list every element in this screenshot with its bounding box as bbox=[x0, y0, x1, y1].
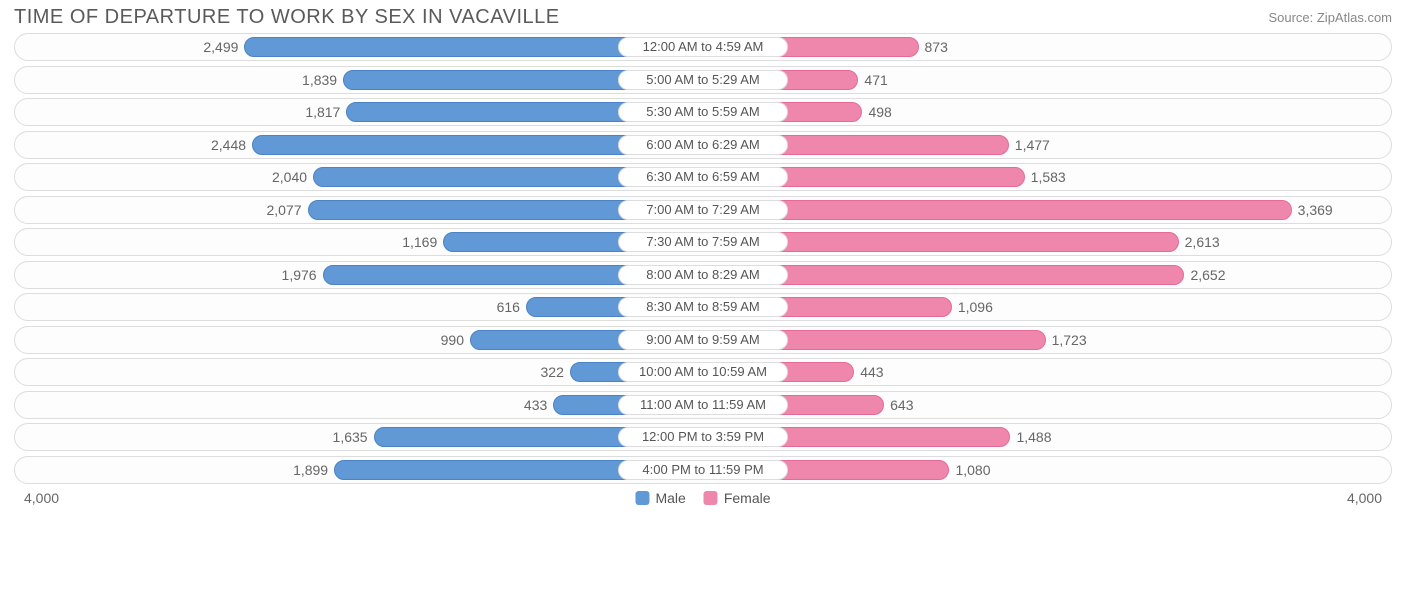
chart-row: 1,169 2,613 7:30 AM to 7:59 AM bbox=[14, 228, 1392, 256]
swatch-male bbox=[635, 491, 649, 505]
category-label: 5:30 AM to 5:59 AM bbox=[618, 102, 788, 122]
chart-row: 322 443 10:00 AM to 10:59 AM bbox=[14, 358, 1392, 386]
male-value: 990 bbox=[435, 327, 470, 355]
category-label: 5:00 AM to 5:29 AM bbox=[618, 70, 788, 90]
female-value: 1,080 bbox=[949, 457, 996, 485]
category-label: 8:00 AM to 8:29 AM bbox=[618, 265, 788, 285]
legend-male-label: Male bbox=[655, 490, 685, 506]
female-value: 873 bbox=[919, 34, 954, 62]
category-label: 12:00 AM to 4:59 AM bbox=[618, 37, 788, 57]
category-label: 6:00 AM to 6:29 AM bbox=[618, 135, 788, 155]
male-value: 2,077 bbox=[260, 197, 307, 225]
legend-male: Male bbox=[635, 490, 685, 506]
legend: Male Female bbox=[635, 490, 770, 506]
female-value: 1,723 bbox=[1046, 327, 1093, 355]
female-value: 3,369 bbox=[1292, 197, 1339, 225]
female-value: 498 bbox=[862, 99, 897, 127]
male-value: 616 bbox=[491, 294, 526, 322]
axis-max-right: 4,000 bbox=[1347, 490, 1382, 506]
male-value: 1,839 bbox=[296, 67, 343, 95]
female-value: 2,652 bbox=[1184, 262, 1231, 290]
chart-row: 2,499 873 12:00 AM to 4:59 AM bbox=[14, 33, 1392, 61]
male-value: 1,817 bbox=[299, 99, 346, 127]
chart-title: TIME OF DEPARTURE TO WORK BY SEX IN VACA… bbox=[14, 6, 560, 29]
chart-row: 2,040 1,583 6:30 AM to 6:59 AM bbox=[14, 163, 1392, 191]
category-label: 4:00 PM to 11:59 PM bbox=[618, 460, 788, 480]
category-label: 12:00 PM to 3:59 PM bbox=[618, 427, 788, 447]
male-value: 1,976 bbox=[276, 262, 323, 290]
legend-female-label: Female bbox=[724, 490, 771, 506]
female-value: 443 bbox=[854, 359, 889, 387]
category-label: 7:00 AM to 7:29 AM bbox=[618, 200, 788, 220]
female-value: 2,613 bbox=[1179, 229, 1226, 257]
female-bar bbox=[703, 200, 1292, 220]
female-value: 1,488 bbox=[1010, 424, 1057, 452]
female-value: 471 bbox=[858, 67, 893, 95]
chart-row: 2,077 3,369 7:00 AM to 7:29 AM bbox=[14, 196, 1392, 224]
chart-row: 990 1,723 9:00 AM to 9:59 AM bbox=[14, 326, 1392, 354]
female-value: 1,096 bbox=[952, 294, 999, 322]
category-label: 9:00 AM to 9:59 AM bbox=[618, 330, 788, 350]
male-value: 433 bbox=[518, 392, 553, 420]
legend-female: Female bbox=[704, 490, 771, 506]
male-value: 322 bbox=[535, 359, 570, 387]
category-label: 7:30 AM to 7:59 AM bbox=[618, 232, 788, 252]
female-value: 1,477 bbox=[1009, 132, 1056, 160]
male-value: 2,040 bbox=[266, 164, 313, 192]
chart-footer: 4,000 Male Female 4,000 bbox=[0, 488, 1406, 520]
header: TIME OF DEPARTURE TO WORK BY SEX IN VACA… bbox=[0, 0, 1406, 33]
chart-row: 1,817 498 5:30 AM to 5:59 AM bbox=[14, 98, 1392, 126]
male-value: 1,899 bbox=[287, 457, 334, 485]
source-label: Source: ZipAtlas.com bbox=[1268, 10, 1392, 25]
chart-row: 1,976 2,652 8:00 AM to 8:29 AM bbox=[14, 261, 1392, 289]
category-label: 8:30 AM to 8:59 AM bbox=[618, 297, 788, 317]
chart-row: 433 643 11:00 AM to 11:59 AM bbox=[14, 391, 1392, 419]
swatch-female bbox=[704, 491, 718, 505]
chart-row: 2,448 1,477 6:00 AM to 6:29 AM bbox=[14, 131, 1392, 159]
male-value: 2,499 bbox=[197, 34, 244, 62]
category-label: 10:00 AM to 10:59 AM bbox=[618, 362, 788, 382]
category-label: 11:00 AM to 11:59 AM bbox=[618, 395, 788, 415]
axis-max-left: 4,000 bbox=[24, 490, 59, 506]
chart-row: 1,635 1,488 12:00 PM to 3:59 PM bbox=[14, 423, 1392, 451]
chart-row: 616 1,096 8:30 AM to 8:59 AM bbox=[14, 293, 1392, 321]
chart-row: 1,899 1,080 4:00 PM to 11:59 PM bbox=[14, 456, 1392, 484]
male-value: 1,169 bbox=[396, 229, 443, 257]
diverging-bar-chart: 2,499 873 12:00 AM to 4:59 AM 1,839 471 5:00 … bbox=[0, 33, 1406, 484]
category-label: 6:30 AM to 6:59 AM bbox=[618, 167, 788, 187]
female-value: 643 bbox=[884, 392, 919, 420]
male-value: 1,635 bbox=[327, 424, 374, 452]
female-value: 1,583 bbox=[1025, 164, 1072, 192]
chart-row: 1,839 471 5:00 AM to 5:29 AM bbox=[14, 66, 1392, 94]
male-value: 2,448 bbox=[205, 132, 252, 160]
